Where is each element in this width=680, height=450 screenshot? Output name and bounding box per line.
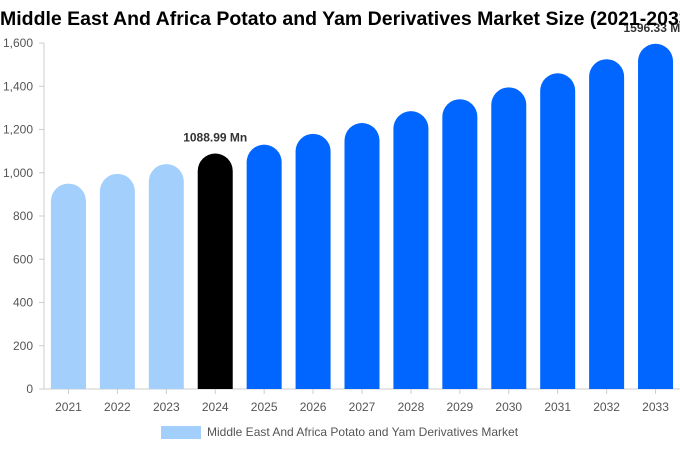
- x-tick-label: 2028: [398, 400, 425, 414]
- annotations: 1088.99 Mn 1596.33 Mn: [183, 21, 680, 145]
- x-tick-label: 2030: [495, 400, 522, 414]
- bar-2026[interactable]: [295, 133, 331, 389]
- x-tick-label: 2021: [55, 400, 82, 414]
- x-tick-label: 2025: [251, 400, 278, 414]
- bar-2029[interactable]: [442, 99, 478, 389]
- y-tick-label: 1,400: [3, 79, 33, 93]
- x-tick-label: 2031: [544, 400, 571, 414]
- x-tick-label: 2026: [300, 400, 327, 414]
- bar-2033[interactable]: [638, 43, 674, 389]
- y-axis: 0 200 400 600 800 1,000 1,200 1,400 1,600: [3, 36, 45, 396]
- bar-2031[interactable]: [540, 73, 576, 390]
- bar-2027[interactable]: [344, 123, 380, 389]
- y-tick-label: 600: [13, 252, 33, 266]
- bars: [50, 43, 674, 390]
- bar-2023[interactable]: [148, 164, 184, 389]
- x-tick-label: 2024: [202, 400, 229, 414]
- bar-2028[interactable]: [393, 111, 429, 390]
- chart-title: Middle East And Africa Potato and Yam De…: [0, 8, 680, 30]
- y-tick-label: 200: [13, 339, 33, 353]
- legend[interactable]: Middle East And Africa Potato and Yam De…: [161, 425, 518, 439]
- legend-swatch: [161, 425, 201, 439]
- data-label-2033: 1596.33 Mn: [624, 21, 680, 35]
- x-tick-label: 2029: [446, 400, 473, 414]
- x-tick-label: 2032: [593, 400, 620, 414]
- y-tick-label: 800: [13, 209, 33, 223]
- x-tick-label: 2033: [642, 400, 669, 414]
- x-tick-label: 2022: [104, 400, 131, 414]
- x-axis: 2021 2022 2023 2024 2025 2026 2027 2028 2029 2030…: [44, 388, 680, 414]
- x-tick-label: 2027: [349, 400, 376, 414]
- bar-2024[interactable]: [197, 153, 233, 389]
- data-label-2024: 1088.99 Mn: [183, 131, 247, 145]
- y-tick-label: 400: [13, 296, 33, 310]
- bar-2022[interactable]: [99, 173, 135, 389]
- bar-2030[interactable]: [491, 87, 527, 390]
- y-tick-label: 1,000: [3, 166, 33, 180]
- bar-2025[interactable]: [246, 144, 282, 389]
- y-tick-label: 0: [26, 382, 33, 396]
- bar-2021[interactable]: [50, 183, 86, 389]
- bar-2032[interactable]: [589, 59, 625, 390]
- y-tick-label: 1,600: [3, 36, 33, 50]
- y-tick-label: 1,200: [3, 123, 33, 137]
- legend-label: Middle East And Africa Potato and Yam De…: [207, 425, 519, 439]
- x-tick-label: 2023: [153, 400, 180, 414]
